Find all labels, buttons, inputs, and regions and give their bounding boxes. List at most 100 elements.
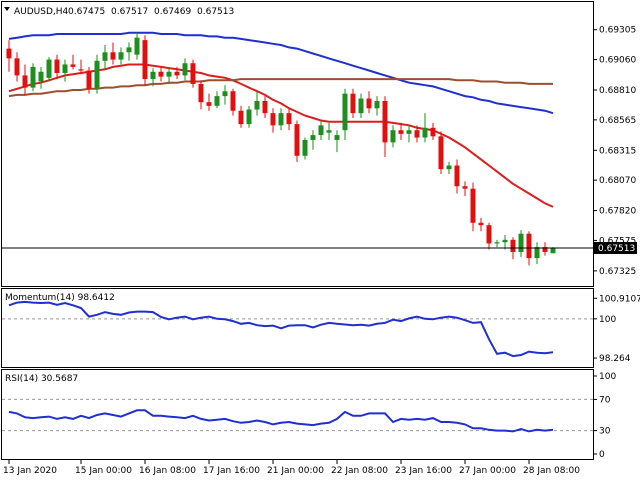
- candle-body: [206, 102, 212, 106]
- candle: [238, 105, 244, 128]
- candle-body: [62, 64, 68, 73]
- moving-average-line: [8, 78, 553, 98]
- momentum-panel[interactable]: 100.9107 100 98.264: [2, 294, 640, 364]
- rsi-tick-label: 100: [599, 372, 616, 382]
- candle-body: [486, 225, 492, 244]
- candle: [494, 239, 500, 248]
- candle-body: [342, 93, 348, 131]
- candle-body: [302, 139, 308, 156]
- candle: [318, 120, 324, 140]
- candle-body: [86, 70, 92, 89]
- candle-body: [198, 83, 204, 103]
- candle: [406, 125, 412, 143]
- candle: [46, 57, 52, 82]
- candle-body: [142, 40, 148, 80]
- candle-body: [30, 66, 36, 88]
- candle-body: [390, 130, 396, 143]
- candle-body: [550, 248, 556, 254]
- candle-body: [46, 59, 52, 78]
- candle: [6, 40, 12, 72]
- symbol-label: AUDUSD,H4: [14, 7, 69, 17]
- time-tick-label: 15 Jan 00:00: [75, 466, 132, 476]
- candle: [118, 47, 124, 65]
- candle-body: [6, 48, 12, 59]
- momentum-line: [8, 300, 554, 358]
- rsi-panel[interactable]: 100 70 30 0: [2, 372, 616, 460]
- candle: [86, 66, 92, 94]
- price-tick-label: 0.68810: [599, 86, 636, 96]
- candle: [134, 32, 140, 60]
- candle: [366, 91, 372, 114]
- candle: [270, 108, 276, 133]
- candle-body: [454, 165, 460, 187]
- rsi-tick-label: 0: [599, 450, 605, 460]
- candle-body: [326, 130, 332, 133]
- rsi-label: RSI(14) 30.5687: [5, 374, 78, 384]
- candle-body: [118, 52, 124, 60]
- momentum-label: Momentum(14) 98.6412: [5, 293, 115, 303]
- time-tick-label: 22 Jan 08:00: [331, 466, 388, 476]
- candle-body: [38, 71, 44, 82]
- candle-body: [214, 96, 220, 106]
- candle-body: [414, 130, 420, 138]
- candle: [78, 59, 84, 75]
- candle-body: [366, 98, 372, 109]
- momentum-tick-label: 98.264: [599, 354, 631, 364]
- price-tick-label: 0.68315: [599, 146, 636, 156]
- time-tick-label: 23 Jan 16:00: [395, 466, 452, 476]
- candle: [14, 52, 20, 82]
- time-tick-label: 13 Jan 2020: [3, 466, 57, 476]
- candle-body: [262, 100, 268, 114]
- rsi-tick-label: 70: [599, 395, 611, 405]
- time-tick-label: 27 Jan 00:00: [459, 466, 516, 476]
- current-price-label: 0.67513: [598, 244, 635, 254]
- rsi-tick-label: 30: [599, 427, 611, 437]
- candle: [166, 68, 172, 84]
- candle-body: [22, 75, 28, 88]
- candle: [262, 96, 268, 119]
- candle-body: [374, 100, 380, 109]
- candle: [502, 234, 508, 250]
- price-tick-label: 0.67325: [599, 267, 636, 277]
- time-axis: 13 Jan 2020 15 Jan 00:00 16 Jan 08:00 17 Ja…: [3, 460, 580, 476]
- candle-body: [278, 113, 284, 126]
- candle: [254, 91, 260, 116]
- candle-body: [446, 165, 452, 170]
- candle: [102, 44, 108, 70]
- candle: [158, 66, 164, 82]
- candle: [174, 66, 180, 80]
- candle-body: [110, 52, 116, 60]
- price-panel[interactable]: 0.69305 0.69060 0.68810 0.68565 0.68315 0.680…: [2, 26, 637, 277]
- high-value: 0.67517: [111, 7, 148, 17]
- candle: [246, 105, 252, 128]
- candle: [518, 230, 524, 257]
- candle: [390, 125, 396, 148]
- candle: [422, 113, 428, 143]
- candle-body: [230, 91, 236, 111]
- candle-body: [534, 247, 540, 259]
- candle: [470, 182, 476, 232]
- candle-body: [254, 100, 260, 110]
- candle: [478, 217, 484, 232]
- candle: [190, 59, 196, 88]
- candle-body: [286, 113, 292, 125]
- candle-body: [526, 233, 532, 259]
- candle: [350, 88, 356, 119]
- candle-body: [158, 71, 164, 77]
- candle-body: [398, 130, 404, 134]
- candle: [110, 42, 116, 65]
- candle: [398, 122, 404, 140]
- candle: [334, 130, 340, 153]
- dropdown-triangle-icon[interactable]: [4, 7, 10, 11]
- candle: [486, 222, 492, 250]
- time-tick-label: 16 Jan 08:00: [139, 466, 196, 476]
- candle-body: [134, 37, 140, 55]
- candle-body: [182, 63, 188, 76]
- candle: [30, 63, 36, 92]
- candle: [206, 93, 212, 111]
- candle-body: [190, 63, 196, 84]
- candle-body: [54, 59, 60, 73]
- candle-body: [430, 127, 436, 137]
- candle: [278, 108, 284, 131]
